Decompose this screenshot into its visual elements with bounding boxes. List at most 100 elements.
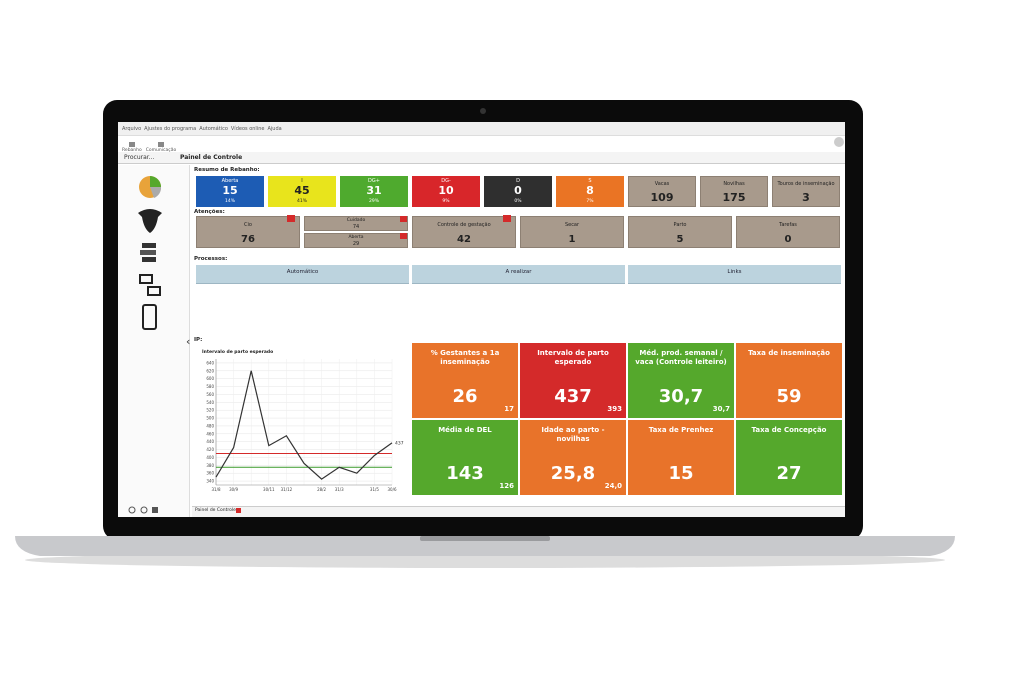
y-tick-label: 380 <box>206 463 214 468</box>
kpi-tile[interactable]: Taxa de Prenhez 15 <box>627 419 735 496</box>
kpi-title: Taxa de Concepção <box>751 426 827 434</box>
y-tick-label: 620 <box>206 368 214 373</box>
y-tick-label: 560 <box>206 392 214 397</box>
kpi-sub: 393 <box>607 405 622 413</box>
tile-value: 10 <box>438 184 454 197</box>
value-label: 437 <box>395 440 404 446</box>
tab-label: Automático <box>286 269 319 275</box>
x-tick-label: 30/6 <box>388 487 397 492</box>
tile-value: 15 <box>222 184 238 197</box>
herd-tile[interactable]: DG- 10 9% <box>412 176 480 207</box>
section-label: Atenções: <box>194 209 225 215</box>
toolbar-button[interactable]: Rebanho <box>122 138 142 153</box>
herd-tile[interactable]: Novilhas 175 <box>700 176 768 207</box>
attention-tile[interactable]: Cio 76 <box>196 216 300 248</box>
y-tick-label: 480 <box>206 423 214 428</box>
kpi-sub: 30,7 <box>712 405 730 413</box>
y-tick-label: 420 <box>206 447 214 452</box>
process-tab[interactable]: Links <box>628 265 841 284</box>
kpi-title: Média de DEL <box>438 426 492 434</box>
menu-item[interactable]: Ajustes do programa <box>144 126 197 132</box>
kpi-value: 59 <box>776 386 802 407</box>
y-tick-label: 580 <box>206 384 214 389</box>
attention-tile[interactable]: Controle de gestação 42 <box>412 216 516 248</box>
search-box[interactable]: Procurar... <box>124 154 155 161</box>
attention-tile[interactable]: Parto 5 <box>628 216 732 248</box>
x-tick-label: 31/5 <box>370 487 379 492</box>
toolbar-button[interactable]: Comunicação <box>145 138 177 153</box>
y-tick-label: 340 <box>206 479 214 484</box>
tile-percent: 41% <box>296 199 307 204</box>
chart-background <box>196 345 408 503</box>
herd-tile[interactable]: D 0 0% <box>484 176 552 207</box>
kpi-tile[interactable]: Idade ao parto - novilhas 25,8 24,0 <box>519 419 627 496</box>
tile-name: S <box>588 178 592 184</box>
tile-name: DG+ <box>368 178 380 184</box>
kpi-tile[interactable]: Taxa de inseminação 59 <box>735 342 843 419</box>
tile-value: 74 <box>352 224 360 230</box>
attention-subtile[interactable]: Aberta 29 <box>304 233 408 248</box>
tile-name: Aberta <box>348 235 364 240</box>
kpi-value: 143 <box>446 463 484 484</box>
process-tab[interactable]: A realizar <box>412 265 625 284</box>
badge <box>400 233 407 239</box>
x-tick-label: 28/2 <box>317 487 326 492</box>
bottom-tab[interactable]: Painel de Controle <box>195 508 236 513</box>
tile-percent: 29% <box>368 199 379 204</box>
x-tick-label: 30/9 <box>229 487 238 492</box>
attention-tile[interactable]: Secar 1 <box>520 216 624 248</box>
y-tick-label: 600 <box>206 376 214 381</box>
kpi-title: Idade ao parto - novilhas <box>541 426 605 443</box>
menu-item[interactable]: Arquivo <box>122 126 142 132</box>
tile-value: 5 <box>676 234 684 245</box>
kpi-tile[interactable]: Taxa de Concepção 27 <box>735 419 843 496</box>
tile-percent: 7% <box>586 199 594 204</box>
y-tick-label: 400 <box>206 455 214 460</box>
attention-subtile[interactable]: Cuidado 74 <box>304 216 408 231</box>
kpi-title: Taxa de inseminação <box>748 349 830 357</box>
sidebar-icons: ‹ <box>128 176 190 514</box>
herd-tile[interactable]: Vacas 109 <box>628 176 696 207</box>
tile-value: 76 <box>241 234 255 245</box>
badge <box>400 216 407 222</box>
tab-close[interactable] <box>236 508 241 513</box>
x-tick-label: 30/11 <box>263 487 275 492</box>
herd-tile[interactable]: I 45 41% <box>268 176 336 207</box>
attention-tile[interactable]: Tarefas 0 <box>736 216 840 248</box>
process-tab[interactable]: Automático <box>196 265 409 284</box>
tile-value: 42 <box>457 234 471 245</box>
kpi-tile[interactable]: Média de DEL 143 126 <box>411 419 519 496</box>
y-tick-label: 540 <box>206 400 214 405</box>
kpi-tile[interactable]: Méd. prod. semanal / vaca (Controle leit… <box>627 342 735 419</box>
tile-value: 1 <box>568 234 576 245</box>
herd-tile[interactable]: Aberta 15 14% <box>196 176 264 207</box>
menu: Arquivo Ajustes do programa Automático Víde… <box>122 126 282 136</box>
tile-value: 31 <box>366 184 382 197</box>
chart-title: Intervalo de parto esperado <box>202 349 273 355</box>
menu-bar <box>118 122 845 136</box>
herd-tile[interactable]: Touros de inseminação 3 <box>772 176 840 207</box>
y-tick-label: 520 <box>206 408 214 413</box>
tab-label: A realizar <box>505 269 532 275</box>
panel-title: Painel de Controle <box>180 154 243 161</box>
badge <box>503 215 511 222</box>
section-label: Processos: <box>194 256 228 262</box>
close-button[interactable] <box>834 137 844 147</box>
y-tick-label: 440 <box>206 439 214 444</box>
kpi-tile[interactable]: % Gestantes a 1a inseminação 26 17 <box>411 342 519 419</box>
menu-item[interactable]: Vídeos online <box>230 126 265 132</box>
y-tick-label: 500 <box>206 416 214 421</box>
tile-value: 3 <box>802 191 810 204</box>
kpi-tile[interactable]: Intervalo de parto esperado 437 393 <box>519 342 627 419</box>
tile-value: 175 <box>722 191 746 204</box>
kpi-title: Taxa de Prenhez <box>648 426 714 434</box>
kpi-title: Méd. prod. semanal / vaca (Controle leit… <box>635 349 727 366</box>
herd-tile[interactable]: DG+ 31 29% <box>340 176 408 207</box>
tile-name: Touros de inseminação <box>777 181 835 187</box>
menu-item[interactable]: Ajuda <box>267 126 282 132</box>
herd-tile[interactable]: S 8 7% <box>556 176 624 207</box>
kpi-value: 30,7 <box>658 386 704 407</box>
y-tick-label: 360 <box>206 471 214 476</box>
menu-item[interactable]: Automático <box>199 126 228 132</box>
